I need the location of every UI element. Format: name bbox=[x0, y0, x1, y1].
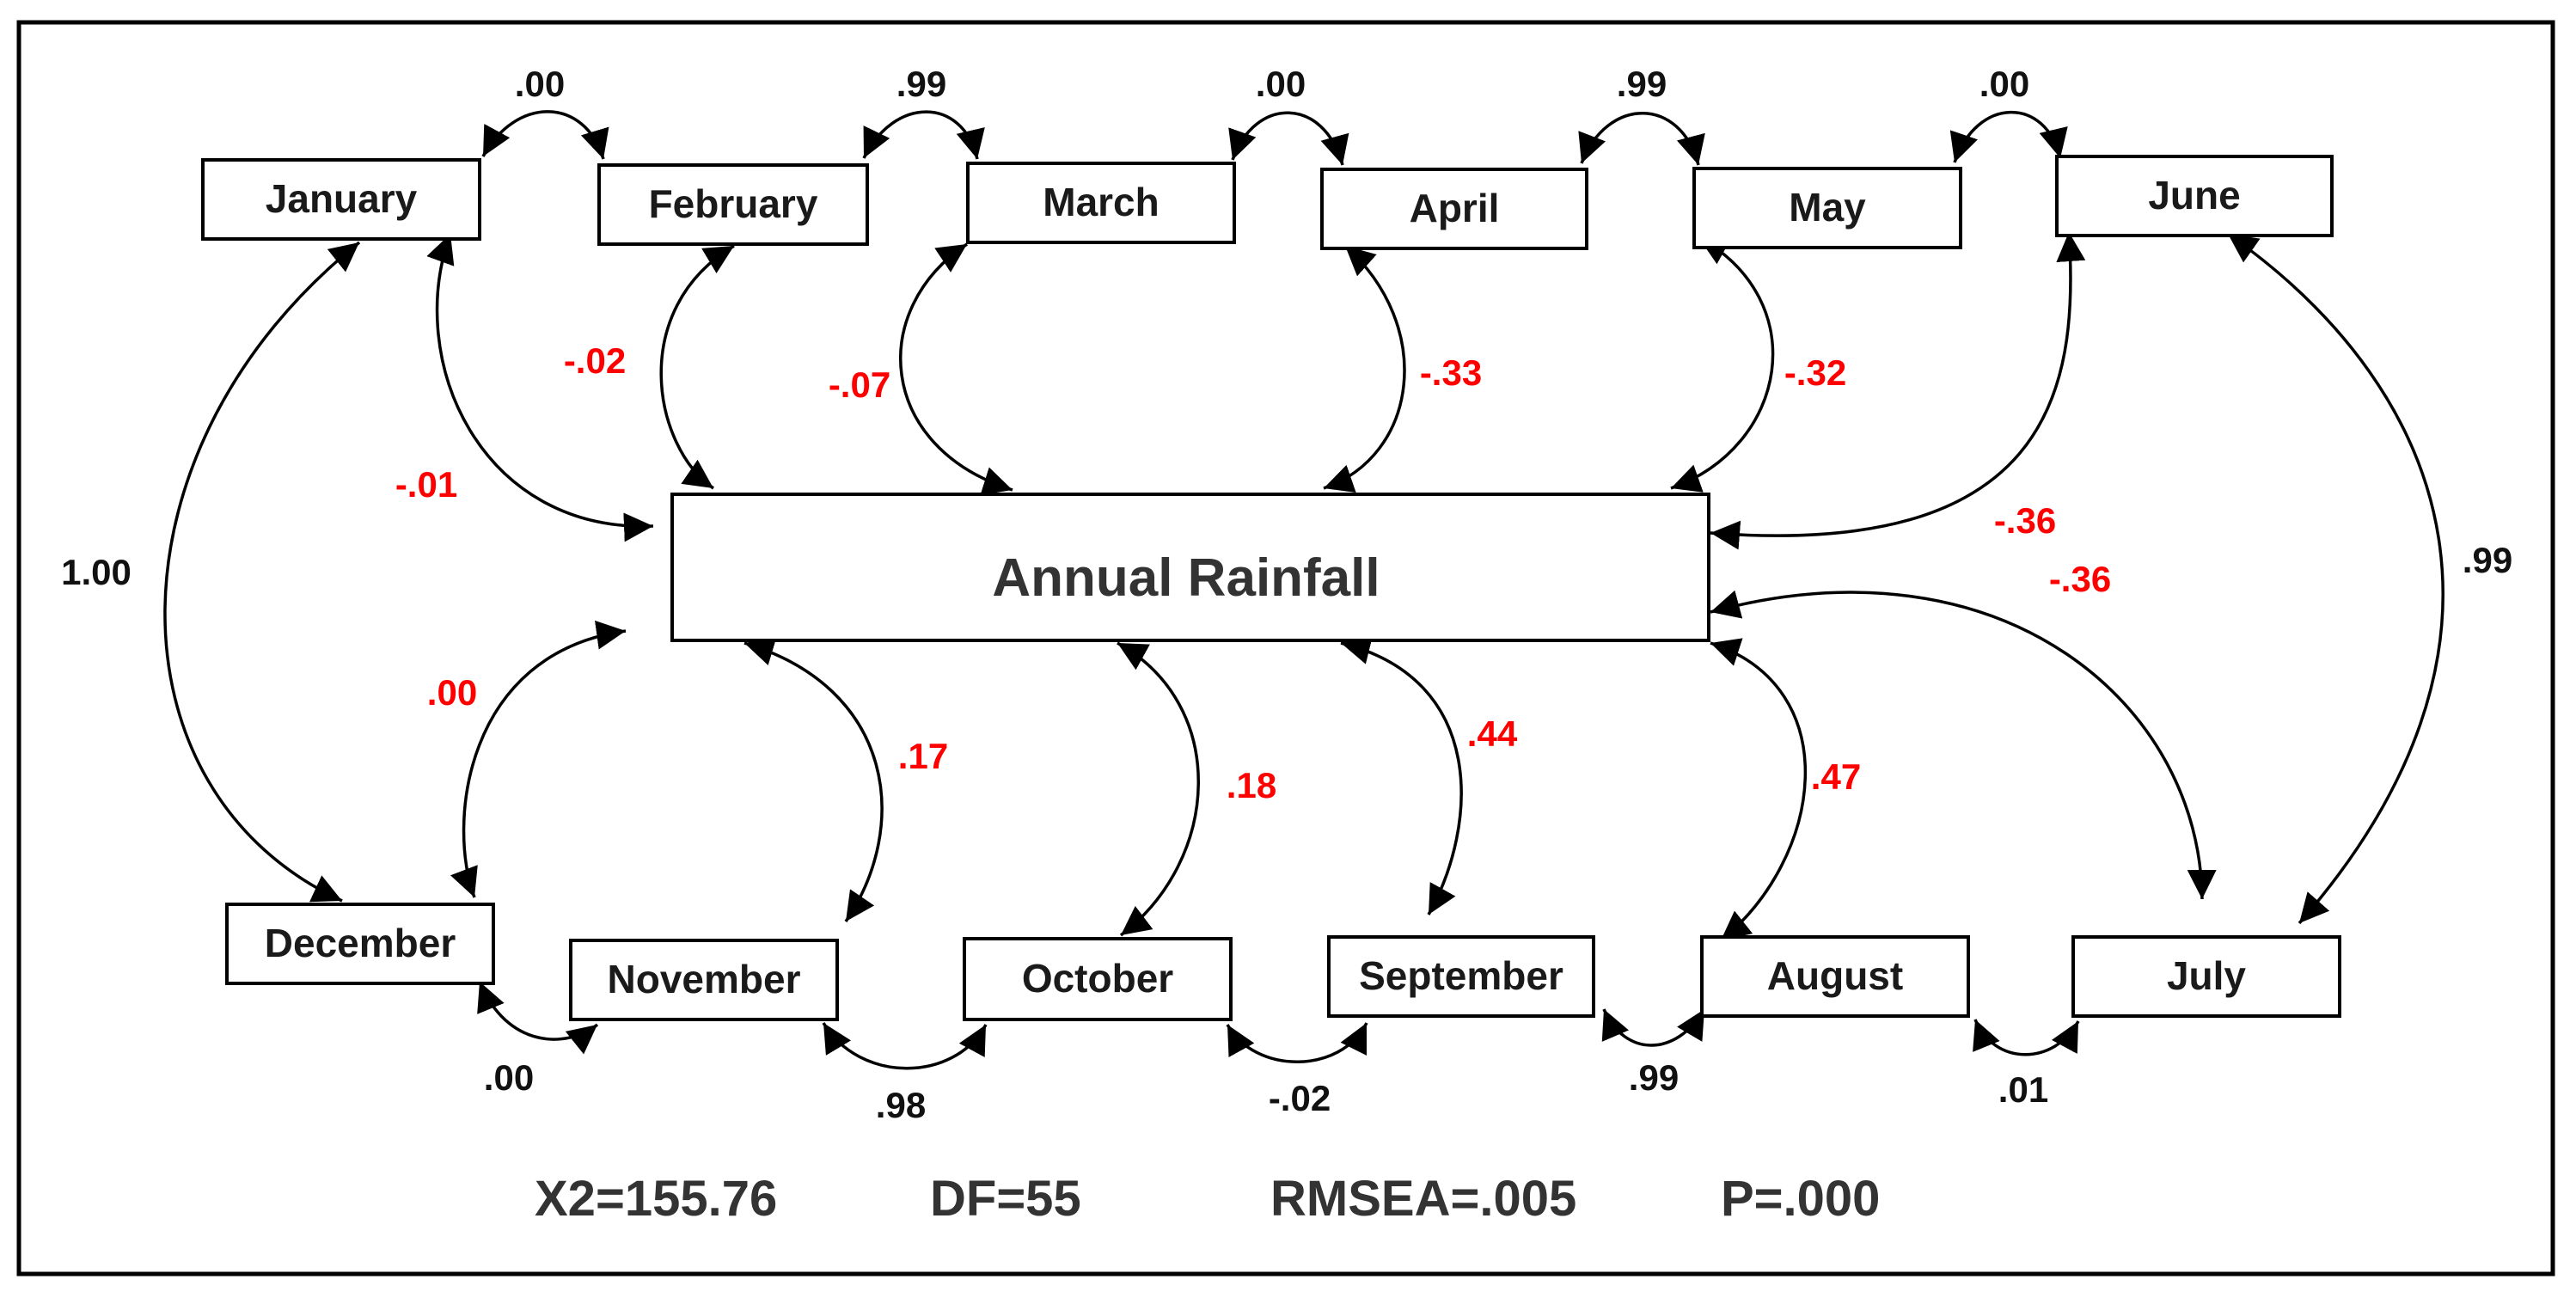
corr-oct-sep: -.02 bbox=[1269, 1078, 1331, 1118]
arc-jan-feb bbox=[481, 110, 609, 160]
corr-dec-nov: .00 bbox=[484, 1057, 534, 1098]
rain-corr-january: -.01 bbox=[395, 464, 457, 505]
corr-feb-mar: .99 bbox=[896, 64, 946, 104]
month-box-january: January bbox=[201, 158, 481, 241]
arc-jun-rainfall bbox=[1710, 231, 2086, 550]
rain-corr-october: .18 bbox=[1227, 765, 1276, 805]
corr-apr-may: .99 bbox=[1617, 64, 1667, 104]
month-box-february: February bbox=[597, 163, 869, 246]
month-label-april: April bbox=[1410, 186, 1500, 230]
rain-corr-april: -.33 bbox=[1420, 352, 1482, 393]
arc-sep-aug bbox=[1601, 1008, 1706, 1047]
month-box-august: August bbox=[1700, 935, 1970, 1018]
corr-mar-apr: .00 bbox=[1256, 64, 1306, 104]
arc-sep-rainfall bbox=[1340, 635, 1463, 915]
annual-rainfall-label: Annual Rainfall bbox=[992, 548, 1380, 608]
corr-jan-dec: 1.00 bbox=[61, 552, 132, 592]
arc-aug-jul bbox=[1973, 1019, 2080, 1056]
rain-corr-june: -.36 bbox=[1994, 500, 2056, 541]
arc-oct-sep bbox=[1226, 1022, 1368, 1063]
month-label-december: December bbox=[265, 921, 456, 965]
arc-jan-dec bbox=[163, 241, 361, 903]
arc-mar-rainfall bbox=[899, 242, 1013, 495]
rain-corr-december: .00 bbox=[427, 672, 477, 713]
month-box-april: April bbox=[1320, 168, 1588, 250]
month-label-august: August bbox=[1767, 953, 1903, 998]
month-box-september: September bbox=[1327, 935, 1595, 1018]
arc-dec-rainfall bbox=[450, 620, 627, 898]
month-box-june: June bbox=[2055, 155, 2334, 237]
month-label-may: May bbox=[1789, 185, 1866, 230]
month-box-march: March bbox=[966, 162, 1236, 244]
arc-apr-may bbox=[1578, 112, 1705, 166]
month-box-november: November bbox=[569, 939, 839, 1021]
arc-feb-rainfall bbox=[659, 244, 735, 490]
month-label-january: January bbox=[266, 176, 418, 221]
arc-may-jun bbox=[1949, 110, 2068, 163]
month-label-february: February bbox=[649, 181, 818, 226]
month-label-november: November bbox=[608, 957, 801, 1001]
rain-corr-september: .44 bbox=[1467, 713, 1518, 754]
month-label-october: October bbox=[1022, 956, 1173, 1001]
arc-mar-apr bbox=[1228, 111, 1349, 166]
rain-corr-august: .47 bbox=[1811, 756, 1861, 797]
corr-jun-jul: .99 bbox=[2463, 540, 2512, 580]
rain-corr-november: .17 bbox=[898, 736, 948, 776]
month-label-june: June bbox=[2148, 173, 2240, 217]
month-box-october: October bbox=[963, 937, 1233, 1021]
month-label-march: March bbox=[1043, 180, 1159, 224]
arc-oct-rainfall bbox=[1117, 641, 1200, 937]
corr-may-jun: .00 bbox=[1979, 64, 2029, 104]
month-label-july: July bbox=[2167, 953, 2246, 998]
arc-aug-rainfall bbox=[1710, 638, 1808, 942]
arc-jun-jul bbox=[2226, 232, 2444, 925]
arc-may-rainfall bbox=[1670, 236, 1775, 493]
rain-corr-may: -.32 bbox=[1784, 352, 1846, 393]
stat-chi2: X2=155.76 bbox=[535, 1171, 777, 1227]
corr-aug-jul: .01 bbox=[1998, 1069, 2048, 1110]
arc-jan-rainfall bbox=[426, 233, 654, 542]
arc-jul-rainfall bbox=[1710, 590, 2217, 900]
month-box-december: December bbox=[225, 903, 495, 985]
stat-p: P=.000 bbox=[1721, 1171, 1880, 1227]
arc-feb-mar bbox=[862, 110, 985, 160]
corr-jan-feb: .00 bbox=[515, 64, 565, 104]
arc-nov-oct bbox=[822, 1022, 988, 1070]
arc-dec-nov bbox=[477, 981, 599, 1055]
rain-corr-february: -.02 bbox=[564, 340, 626, 381]
corr-nov-oct: .98 bbox=[876, 1085, 926, 1125]
stat-df: DF=55 bbox=[930, 1171, 1081, 1227]
month-box-july: July bbox=[2071, 935, 2341, 1018]
arc-apr-rainfall bbox=[1323, 244, 1406, 493]
rain-corr-july: -.36 bbox=[2049, 559, 2111, 599]
annual-rainfall-box: Annual Rainfall bbox=[670, 493, 1710, 642]
corr-sep-aug: .99 bbox=[1629, 1057, 1679, 1098]
arc-nov-rainfall bbox=[743, 637, 884, 922]
month-box-may: May bbox=[1692, 167, 1962, 249]
month-label-september: September bbox=[1359, 953, 1563, 998]
stat-rmsea: RMSEA=.005 bbox=[1270, 1171, 1576, 1227]
rain-corr-march: -.07 bbox=[829, 364, 890, 405]
frame bbox=[16, 20, 2555, 1277]
